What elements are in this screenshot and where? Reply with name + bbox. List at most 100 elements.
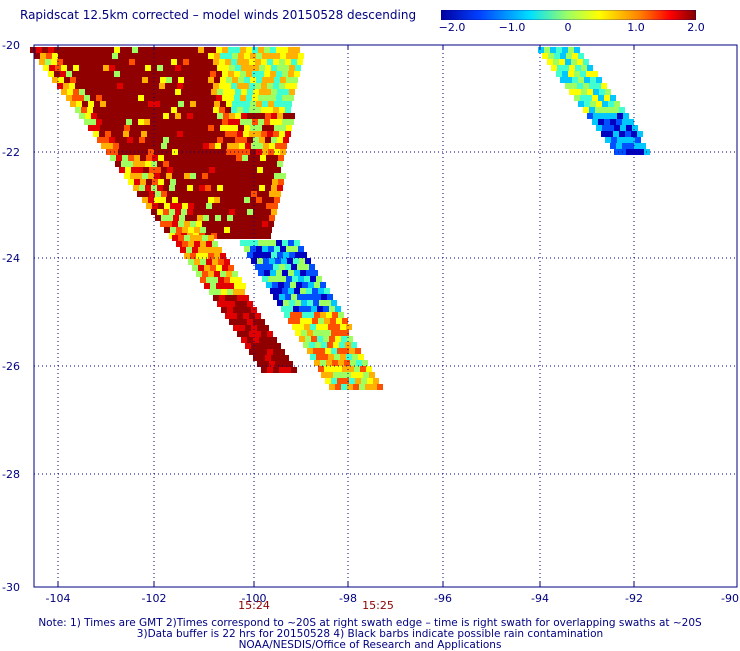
swath-cell [305, 306, 311, 312]
swath-cell [601, 131, 607, 137]
swath-cell [231, 295, 237, 301]
swath-cell [266, 155, 272, 161]
swath-cell [118, 53, 124, 59]
swath-cell [178, 101, 184, 107]
swath-cell [321, 372, 327, 378]
swath-cell [240, 240, 246, 246]
swath-cell [184, 77, 190, 83]
swath-cell [238, 101, 244, 107]
swath-cell [209, 191, 215, 197]
swath-cell [238, 149, 244, 155]
swath-cell [280, 77, 286, 83]
swath-cell [151, 113, 157, 119]
swath-cell [63, 59, 69, 65]
swath-cell [295, 65, 301, 71]
swath-cell [111, 131, 117, 137]
swath-cell [206, 203, 212, 209]
swath-cell [64, 77, 70, 83]
swath-cell [247, 337, 253, 343]
swath-cell [229, 233, 235, 239]
swath-cell [629, 137, 635, 143]
swath-cell [172, 221, 178, 227]
swath-cell [238, 173, 244, 179]
swath-cell [269, 361, 275, 367]
swath-cell [233, 215, 239, 221]
swath-cell [189, 131, 195, 137]
swath-cell [614, 101, 620, 107]
swath-cell [165, 131, 171, 137]
swath-cell [220, 253, 226, 259]
swath-cell [174, 71, 180, 77]
swath-cell [240, 119, 246, 125]
swath-cell [184, 173, 190, 179]
swath-cell [208, 125, 214, 131]
swath-cell [112, 53, 118, 59]
swath-cell [245, 325, 251, 331]
swath-cell [223, 137, 229, 143]
lon-tick-94: -94 [531, 592, 549, 605]
swath-cell [197, 143, 203, 149]
swath-cell [288, 47, 294, 53]
swath-cell [278, 179, 284, 185]
swath-cell [202, 271, 208, 277]
swath-cell [235, 65, 241, 71]
swath-cell [170, 155, 176, 161]
swath-cell [614, 125, 620, 131]
swath-cell [169, 113, 175, 119]
swath-cell [232, 271, 238, 277]
swath-cell [243, 83, 249, 89]
swath-cell [54, 71, 60, 77]
swath-cell [189, 59, 195, 65]
swath-cell [182, 241, 188, 247]
swath-cell [353, 384, 359, 390]
swath-cell [292, 324, 298, 330]
swath-cell [213, 59, 219, 65]
swath-cell [212, 203, 218, 209]
swath-cell [571, 83, 577, 89]
swath-cell [335, 336, 341, 342]
swath-cell [223, 113, 229, 119]
swath-cell [191, 191, 197, 197]
swath-cell [331, 330, 337, 336]
swath-cell [343, 330, 349, 336]
swath-cell [279, 107, 285, 113]
swath-cell [188, 203, 194, 209]
swath-cell [168, 47, 174, 53]
swath-cell [347, 336, 353, 342]
swath-cell [243, 295, 249, 301]
swath-cell [202, 101, 208, 107]
swath-cell [328, 354, 334, 360]
swath-cell [115, 137, 121, 143]
swath-cell [373, 378, 379, 384]
swath-cell [167, 167, 173, 173]
swath-cell [184, 253, 190, 259]
swath-cell [162, 71, 168, 77]
swath-cell [138, 119, 144, 125]
swath-cell [252, 47, 258, 53]
swath-cell [355, 348, 361, 354]
swath-cell [203, 167, 209, 173]
swath-cell [200, 179, 206, 185]
swath-cell [345, 372, 351, 378]
swath-cell [198, 265, 204, 271]
swath-cell [589, 107, 595, 113]
swath-cell [610, 95, 616, 101]
swath-cell [136, 101, 142, 107]
swath-cell [321, 342, 327, 348]
swath-cell [224, 179, 230, 185]
swath-cell [209, 289, 215, 295]
swath-cell [182, 227, 188, 233]
swath-cell [181, 161, 187, 167]
swath-cell [90, 119, 96, 125]
swath-cell [280, 246, 286, 252]
swath-cell [229, 301, 235, 307]
swath-cell [572, 77, 578, 83]
swath-cell [192, 71, 198, 77]
swath-cell [241, 137, 247, 143]
swath-cell [315, 294, 321, 300]
swath-cell [210, 47, 216, 53]
swath-cell [215, 289, 221, 295]
swath-cell [221, 307, 227, 313]
swath-cell [99, 83, 105, 89]
swath-cell [544, 47, 550, 53]
